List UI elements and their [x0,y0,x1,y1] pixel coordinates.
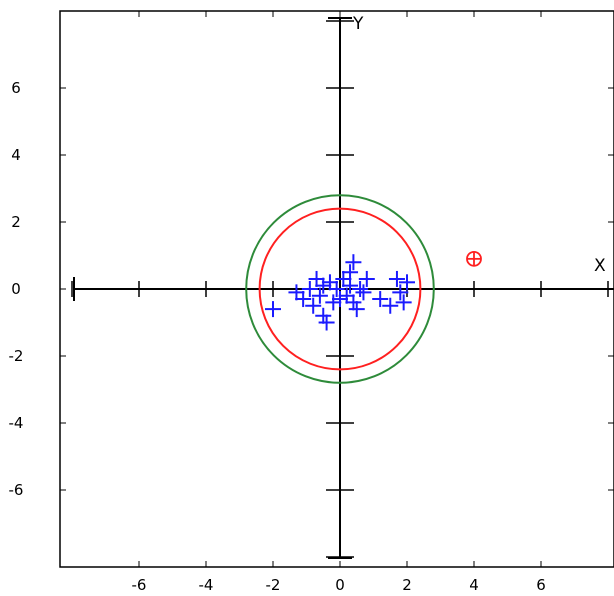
data-point [308,270,325,287]
inner-circle [258,207,422,371]
data-point [399,274,415,291]
data-point [358,270,375,287]
y-axis-label: Y [352,14,364,34]
data-point [372,291,389,308]
data-points [265,254,415,331]
data-point [335,270,352,287]
data-point [392,284,409,301]
data-point [318,314,335,331]
data-point [321,274,338,291]
x-tick-label: 0 [335,576,345,594]
data-point [311,287,328,304]
data-point [342,277,359,294]
x-tick-label: 2 [402,576,412,594]
data-point [345,254,362,271]
y-tick-label: -6 [9,481,24,499]
outer-circle [245,194,435,384]
data-point [325,294,342,311]
data-point [342,264,359,281]
data-point [295,291,312,308]
data-point [288,284,305,301]
data-point [345,294,362,311]
x-tick-label: 6 [536,576,546,594]
y-tick-label: 0 [11,280,21,298]
y-tick-label: 4 [11,146,21,164]
data-point [355,284,372,301]
x-tick-label: 4 [469,576,479,594]
circles [245,194,435,384]
data-point [315,277,332,294]
x-tick-label: -2 [266,576,281,594]
highlight-marker [466,250,482,267]
data-point [352,281,369,297]
data-point [328,281,345,297]
data-point [265,301,281,318]
data-point [301,281,318,297]
y-tick-label: -4 [9,414,24,432]
tick-labels: -6 -4 -2 0 2 4 6 -6 -4 -2 0 2 4 6 [9,79,546,594]
x-axis-label: X [594,256,606,276]
x-tick-label: -6 [132,576,147,594]
data-point [395,294,412,311]
y-tick-label: 6 [11,79,21,97]
data-point [382,297,399,314]
x-tick-label: -4 [199,576,214,594]
data-point [305,297,322,314]
data-point [315,307,332,324]
data-point [348,301,365,318]
data-point [388,270,405,287]
data-point [338,287,355,304]
y-tick-label: 2 [11,213,21,231]
y-tick-label: -2 [9,347,24,365]
data-point [332,291,348,308]
